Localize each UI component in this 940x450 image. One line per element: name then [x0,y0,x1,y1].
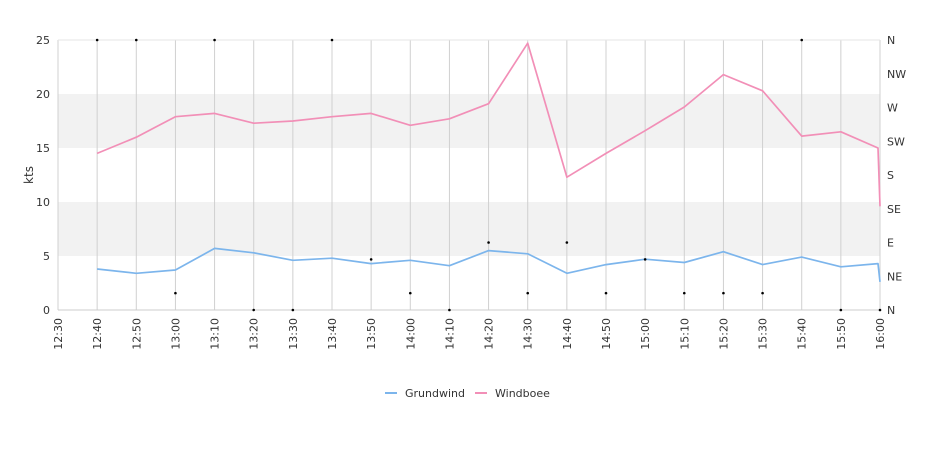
y2-tick-label: NW [887,68,906,81]
direction-marker [408,291,412,295]
direction-marker [134,38,138,42]
x-tick-label: 15:40 [796,318,809,350]
direction-marker [800,38,804,42]
x-tick-label: 12:50 [130,318,143,350]
horizontal-grid [58,39,880,311]
direction-marker [839,308,843,312]
y2-tick-label: N [887,34,895,47]
x-tick-label: 12:40 [91,318,104,350]
vertical-grid [57,40,881,310]
x-axis-ticks: 12:30 12:40 12:50 13:00 13:10 13:20 13:30 13:40… [52,318,887,350]
y-tick-label: 20 [36,88,50,101]
y2-tick-label: SW [887,135,905,148]
direction-marker [369,258,373,261]
y2-tick-label: SE [887,203,901,216]
y2-tick-label: S [887,169,894,182]
series-lines [96,42,881,282]
plot-bands [58,94,880,256]
series-line-grundwind [97,247,881,282]
direction-marker [682,291,686,295]
x-tick-label: 14:20 [483,318,496,350]
direction-marker [722,291,725,295]
direction-marker [291,308,295,312]
x-tick-label: 14:50 [600,318,613,350]
direction-marker [448,308,451,312]
direction-marker [487,241,490,244]
x-tick-label: 14:10 [443,318,456,350]
legend-label: Grundwind [405,387,465,400]
y-axis-ticks: 0 5 10 15 20 25 [36,34,50,317]
y-tick-label: 25 [36,34,50,47]
x-tick-label: 13:30 [287,318,300,350]
x-tick-label: 15:50 [835,318,848,350]
y2-tick-label: W [887,102,898,115]
y-tick-label: 0 [43,304,50,317]
direction-marker [878,308,882,312]
plot-band [58,94,880,148]
direction-marker [761,291,764,295]
direction-marker [604,291,608,295]
y2-tick-label: E [887,237,894,250]
x-tick-label: 13:40 [326,318,339,350]
direction-marker [213,38,216,42]
x-tick-label: 14:40 [561,318,574,350]
y2-tick-label: N [887,304,895,317]
series-line-windboee [96,42,881,207]
direction-marker [565,241,569,244]
x-tick-label: 14:00 [404,318,417,350]
x-tick-label: 15:00 [639,318,652,350]
x-tick-label: 13:00 [169,318,182,350]
direction-marker [643,258,647,261]
direction-marker [330,38,334,42]
x-tick-label: 13:20 [248,318,261,350]
direction-marker [252,308,256,312]
x-tick-label: 16:00 [874,318,887,350]
direction-marker [174,291,177,295]
direction-markers [95,38,882,312]
x-tick-label: 15:20 [717,318,730,350]
y-axis-label: kts [22,166,36,184]
x-tick-label: 13:50 [365,318,378,350]
direction-marker [526,291,530,295]
legend-label: Windboee [495,387,550,400]
x-tick-label: 14:30 [522,318,535,350]
plot-band [58,202,880,256]
y-tick-label: 10 [36,196,50,209]
legend: Grundwind Windboee [385,387,550,400]
y-tick-label: 15 [36,142,50,155]
x-tick-label: 15:10 [678,318,691,350]
secondary-y-axis-ticks: N NE E SE S SW W NW N [887,34,906,317]
x-tick-label: 13:10 [209,318,222,350]
x-tick-label: 12:30 [52,318,65,350]
y-tick-label: 5 [43,250,50,263]
direction-marker [95,38,99,42]
x-tick-label: 15:30 [757,318,770,350]
y2-tick-label: NE [887,270,902,283]
